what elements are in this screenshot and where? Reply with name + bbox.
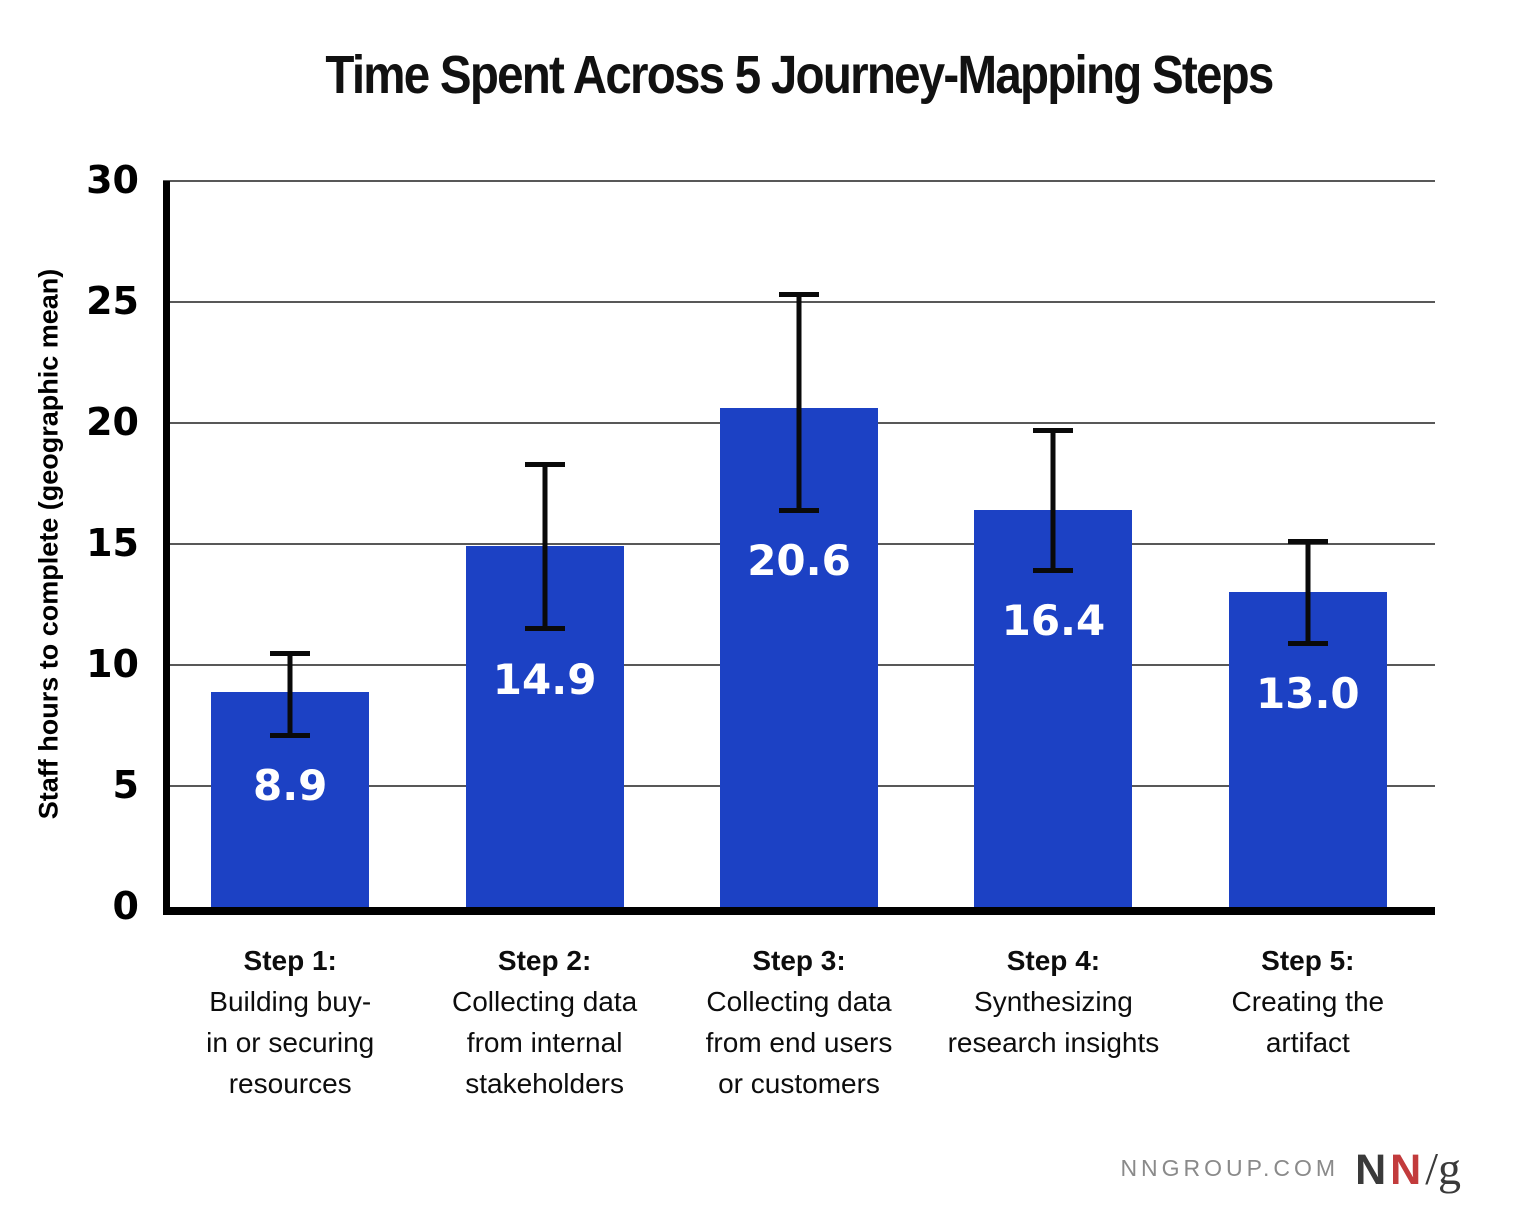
x-category-step-title: Step 3: xyxy=(752,945,846,976)
bar-value-label: 13.0 xyxy=(1256,669,1360,719)
bars-row: 8.9 14.9 20.6 16.4 13.0 xyxy=(163,181,1435,907)
x-category-desc-line: research insights xyxy=(947,1027,1160,1058)
x-category-desc-line: artifact xyxy=(1265,1027,1350,1058)
error-bar-line xyxy=(542,461,548,632)
x-category-desc-line: Collecting data xyxy=(451,986,638,1017)
y-tick-label: 25 xyxy=(86,279,139,324)
x-category-desc-line: from internal xyxy=(466,1027,623,1058)
site-name: NNGROUP.COM xyxy=(1120,1154,1340,1181)
error-bar-cap-top xyxy=(270,650,311,656)
x-category-desc-line: resources xyxy=(228,1068,352,1099)
x-category-label: Step 1: Building buy-in or securing resour… xyxy=(163,940,417,1104)
y-tick-label: 5 xyxy=(112,763,139,808)
x-category-desc-line: in or securing xyxy=(206,1027,375,1058)
x-category-step-title: Step 1: xyxy=(243,945,337,976)
bar-column: 13.0 xyxy=(1181,181,1435,907)
x-category-step-title: Step 4: xyxy=(1006,945,1101,976)
y-axis-label-text: Staff hours to complete (geographic mean… xyxy=(33,268,64,820)
logo-letter-g: g xyxy=(1438,1142,1461,1194)
y-tick-label: 10 xyxy=(86,642,139,687)
error-bar-cap-top xyxy=(524,461,565,467)
x-axis-line xyxy=(163,907,1435,915)
gridline xyxy=(163,180,1435,182)
chart-title: Time Spent Across 5 Journey-Mapping Step… xyxy=(325,45,1274,105)
plot-area: 8.9 14.9 20.6 16.4 13.0 0 5 10 15 20 25 30 xyxy=(86,161,1435,925)
x-category-label: Step 5: Creating the artifact xyxy=(1181,940,1435,1104)
bar-value-label: 20.6 xyxy=(747,535,851,585)
bar-value-label: 8.9 xyxy=(253,761,328,810)
error-bar xyxy=(270,650,311,738)
y-tick-label: 20 xyxy=(86,400,139,445)
error-bar-cap-top xyxy=(1033,427,1074,433)
logo-letter-n1: N xyxy=(1355,1145,1387,1194)
x-category-desc-line: Creating the xyxy=(1231,986,1385,1017)
logo-letter-n2: N xyxy=(1390,1145,1422,1194)
x-category-step-title: Step 5: xyxy=(1261,945,1355,976)
error-bar xyxy=(1287,539,1328,646)
error-bar-line xyxy=(1050,427,1056,574)
error-bar-cap-bottom xyxy=(524,626,565,632)
x-category-desc-line: or customers xyxy=(718,1068,880,1099)
error-bar-line xyxy=(1305,539,1311,646)
x-category-label: Step 2: Collecting data from internal stake… xyxy=(417,940,671,1104)
logo-slash: / xyxy=(1425,1142,1438,1194)
footer: NNGROUP.COM N N / g xyxy=(1120,1140,1461,1196)
x-category-desc-line: stakeholders xyxy=(465,1068,624,1099)
x-category-desc-line: Building buy- xyxy=(209,986,372,1017)
bar-value-label: 16.4 xyxy=(1001,596,1106,646)
error-bar xyxy=(1033,427,1074,574)
y-tick-label: 15 xyxy=(86,521,139,566)
y-axis-line xyxy=(163,181,170,907)
bar-step-4 xyxy=(974,510,1133,907)
nng-logo: N N / g xyxy=(1355,1142,1461,1195)
error-bar-cap-top xyxy=(779,292,820,298)
error-bar-line xyxy=(287,650,293,738)
bar-value-label: 14.9 xyxy=(492,654,597,704)
error-bar-line xyxy=(796,292,802,513)
x-category-desc-line: Synthesizing xyxy=(974,986,1133,1017)
error-bar-cap-bottom xyxy=(270,732,311,738)
x-axis-labels: Step 1: Building buy-in or securing resour… xyxy=(163,940,1435,1104)
error-bar-cap-bottom xyxy=(1287,640,1328,646)
error-bar-cap-bottom xyxy=(779,507,820,513)
x-category-step-title: Step 2: xyxy=(497,945,592,976)
error-bar-cap-top xyxy=(1287,539,1328,545)
x-category-desc-line: Collecting data xyxy=(706,986,892,1017)
bar-column: 16.4 xyxy=(926,181,1180,907)
error-bar xyxy=(524,461,565,632)
bar-column: 8.9 xyxy=(163,181,417,907)
bar-column: 14.9 xyxy=(417,181,671,907)
x-category-desc-line: from end users xyxy=(705,1027,893,1058)
error-bar-cap-bottom xyxy=(1033,568,1074,574)
x-category-label: Step 4: Synthesizing research insights xyxy=(926,940,1180,1104)
error-bar xyxy=(779,292,820,513)
y-tick-label: 30 xyxy=(86,158,139,203)
y-tick-label: 0 xyxy=(112,884,139,929)
bar-column: 20.6 xyxy=(672,181,926,907)
x-category-label: Step 3: Collecting data from end users or c… xyxy=(672,940,926,1104)
